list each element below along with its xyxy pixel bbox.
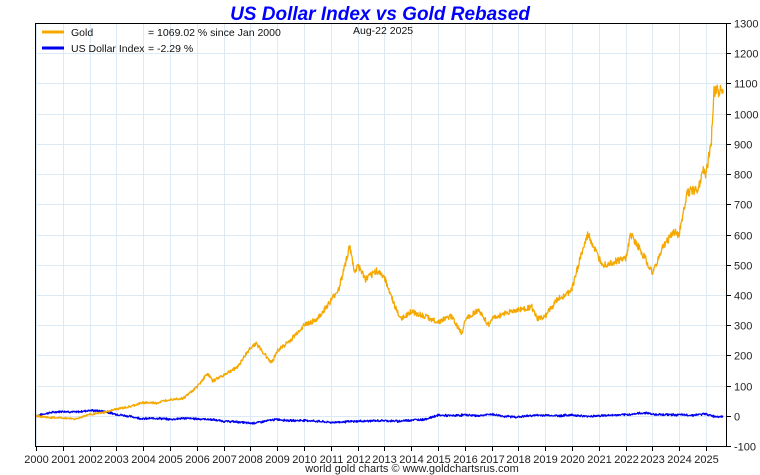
series-gold-line — [35, 84, 724, 421]
x-tick-label: 2010 — [292, 454, 316, 466]
x-tick-label: 2016 — [453, 454, 477, 466]
y-tick-label: 1300 — [734, 19, 758, 31]
y-tick-label: 100 — [734, 382, 752, 394]
grid — [36, 23, 726, 447]
y-tick-label: 900 — [734, 140, 752, 152]
y-tick-label: 500 — [734, 261, 752, 273]
x-tick-label: 2002 — [78, 454, 102, 466]
y-tick-label: 200 — [734, 351, 752, 363]
y-tick-label: 1100 — [734, 79, 758, 91]
x-tick-label: 2014 — [399, 454, 423, 466]
x-tick-label: 2009 — [265, 454, 289, 466]
x-tick-label: 2023 — [640, 454, 664, 466]
x-tick-label: 2001 — [51, 454, 75, 466]
credit-text: world gold charts © www.goldchartsrus.co… — [304, 463, 519, 475]
x-tick-label: 2005 — [158, 454, 182, 466]
legend-value-gold: = 1069.02 % since Jan 2000 — [148, 27, 281, 39]
x-tick-label: 2011 — [320, 454, 344, 466]
x-tick-label: 2015 — [426, 454, 450, 466]
x-tick-label: 2022 — [614, 454, 638, 466]
x-tick-label: 2003 — [104, 454, 128, 466]
x-tick-label: 2024 — [667, 454, 691, 466]
y-tick-label: 1200 — [734, 49, 758, 61]
y-tick-label: 800 — [734, 170, 752, 182]
x-tick-label: 2000 — [24, 454, 48, 466]
x-tick-label: 2020 — [560, 454, 584, 466]
chart-title: US Dollar Index vs Gold Rebased — [230, 4, 530, 25]
legend-label-gold: Gold — [71, 27, 93, 39]
x-tick-label: 2025 — [694, 454, 718, 466]
x-tick-label: 2008 — [238, 454, 262, 466]
legend-label-usd: US Dollar Index — [71, 43, 145, 55]
legend-value-usd: = -2.29 % — [148, 43, 193, 55]
x-tick-label: 2012 — [346, 454, 370, 466]
x-tick-label: 2006 — [185, 454, 209, 466]
x-tick-label: 2018 — [506, 454, 530, 466]
series-usd-line — [35, 408, 724, 425]
y-axis: 1300120011001000900800700600500400300200… — [726, 19, 758, 454]
series-layer — [35, 84, 724, 425]
x-tick-label: 2013 — [372, 454, 396, 466]
y-tick-label: 0 — [734, 412, 740, 424]
x-tick-label: 2004 — [131, 454, 155, 466]
date-label: Aug-22 2025 — [353, 25, 413, 37]
x-tick-label: 2017 — [480, 454, 504, 466]
y-tick-label: 400 — [734, 291, 752, 303]
y-tick-label: -100 — [734, 442, 756, 454]
x-tick-label: 2007 — [212, 454, 236, 466]
x-tick-label: 2021 — [587, 454, 611, 466]
y-tick-label: 1000 — [734, 110, 758, 122]
x-axis: 2000 2001 2002 2003 2004 2005 2006 2007 2008 2009… — [24, 446, 719, 466]
legend: Gold = 1069.02 % since Jan 2000 US Dolla… — [42, 27, 281, 55]
x-tick-label: 2019 — [533, 454, 557, 466]
y-tick-label: 700 — [734, 200, 752, 212]
y-tick-label: 600 — [734, 231, 752, 243]
y-tick-label: 300 — [734, 321, 752, 333]
